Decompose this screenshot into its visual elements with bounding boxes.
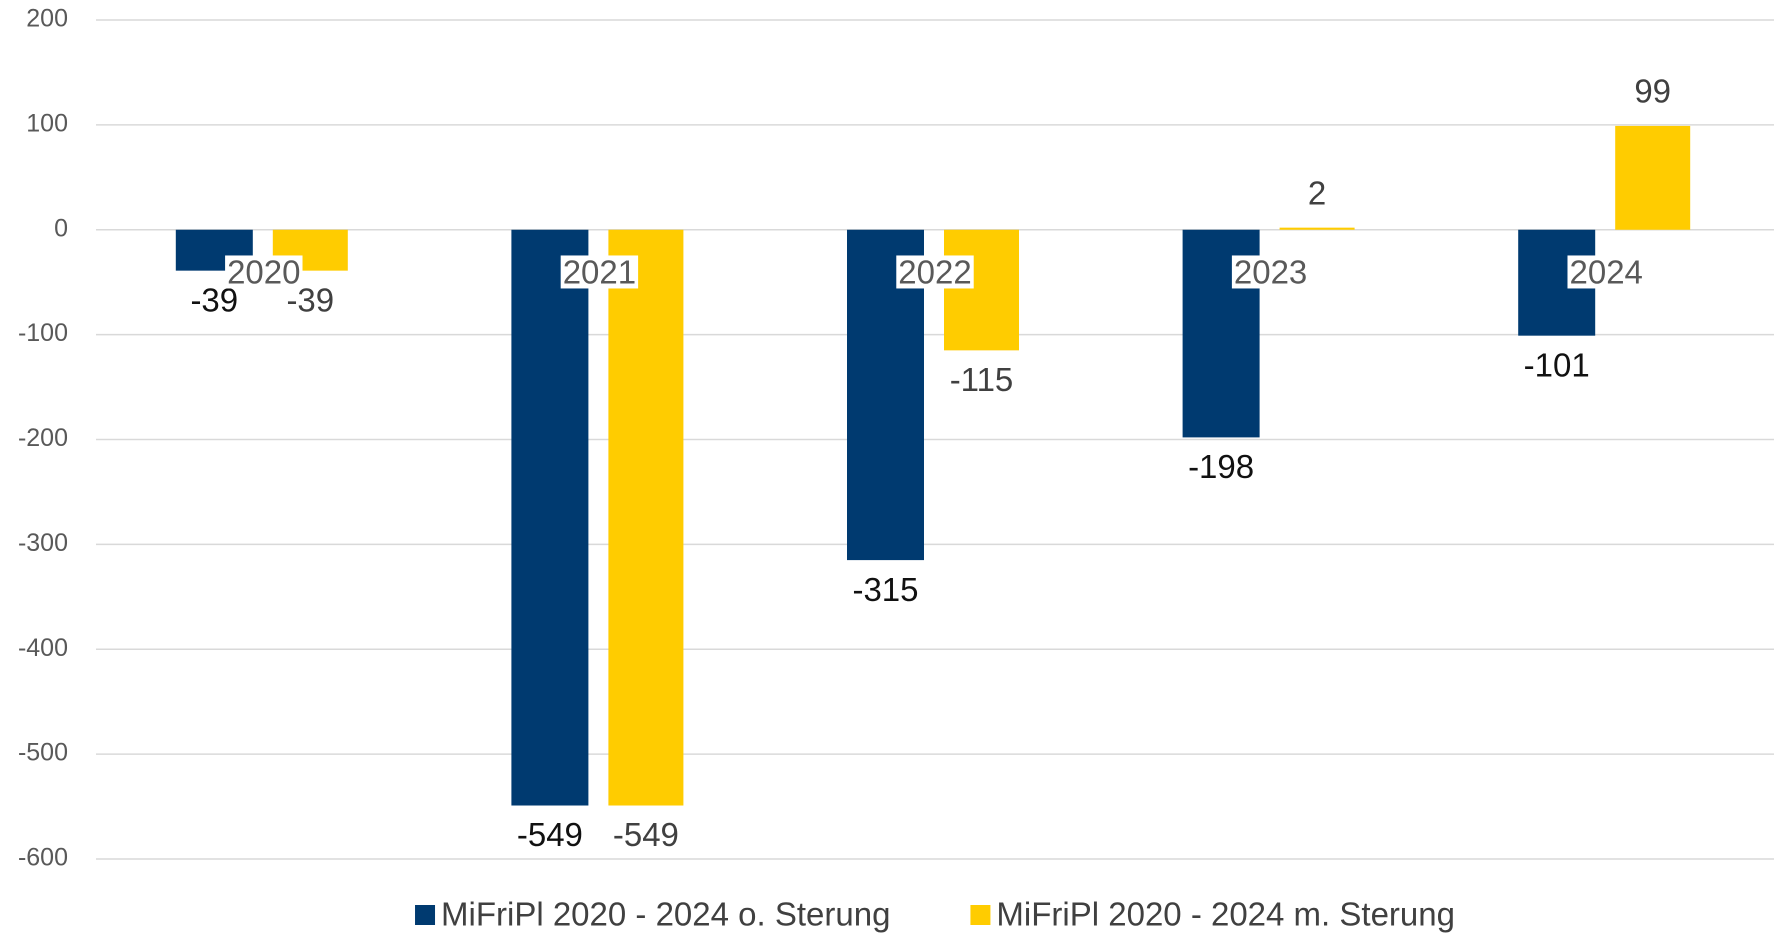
- x-tick-label: 2022: [898, 253, 971, 290]
- bar: [944, 229, 1019, 351]
- data-label: -101: [1524, 346, 1590, 383]
- legend: MiFriPl 2020 - 2024 o. Sterung MiFriPl 20…: [415, 896, 1455, 933]
- category-label-bg: [560, 255, 639, 289]
- data-label: -549: [517, 816, 583, 853]
- category-label-bg: [225, 255, 303, 289]
- category-label-group: 2022: [896, 253, 974, 290]
- bars: [175, 125, 1691, 806]
- data-label: -115: [950, 361, 1014, 398]
- legend-swatch: [970, 905, 991, 925]
- category-label-bg: [1231, 255, 1310, 289]
- legend-swatch: [415, 905, 436, 925]
- category-label-bg: [1567, 255, 1645, 289]
- data-label: -315: [852, 571, 918, 608]
- y-tick-label: -400: [18, 634, 68, 662]
- category-label-group: 2020: [225, 253, 303, 290]
- x-tick-label: 2021: [563, 253, 636, 290]
- bar: [511, 229, 589, 806]
- y-tick-label: 0: [54, 214, 68, 242]
- x-tick-label: 2023: [1234, 253, 1307, 290]
- y-tick-label: -100: [18, 319, 68, 347]
- y-tick-label: 100: [26, 109, 68, 137]
- category-label-group: 2023: [1231, 253, 1310, 290]
- legend-label: MiFriPl 2020 - 2024 m. Sterung: [996, 896, 1455, 933]
- y-tick-label: -300: [18, 529, 68, 557]
- y-tick-label: -200: [18, 424, 68, 452]
- bar: [608, 229, 684, 806]
- bar: [1615, 125, 1691, 230]
- data-label: -549: [613, 816, 679, 853]
- x-tick-label: 2024: [1569, 253, 1642, 290]
- category-label-group: 2024: [1567, 253, 1645, 290]
- category-label-bg: [896, 255, 974, 289]
- bar: [1279, 227, 1355, 230]
- category-label-group: 2021: [560, 253, 639, 290]
- data-label: -198: [1188, 448, 1254, 485]
- y-tick-label: 200: [26, 5, 68, 33]
- data-label: 2: [1308, 174, 1326, 211]
- legend-label: MiFriPl 2020 - 2024 o. Sterung: [441, 896, 890, 933]
- y-tick-label: -600: [18, 844, 68, 872]
- y-tick-label: -500: [18, 739, 68, 767]
- data-label: 99: [1634, 73, 1671, 110]
- x-tick-label: 2020: [227, 253, 300, 290]
